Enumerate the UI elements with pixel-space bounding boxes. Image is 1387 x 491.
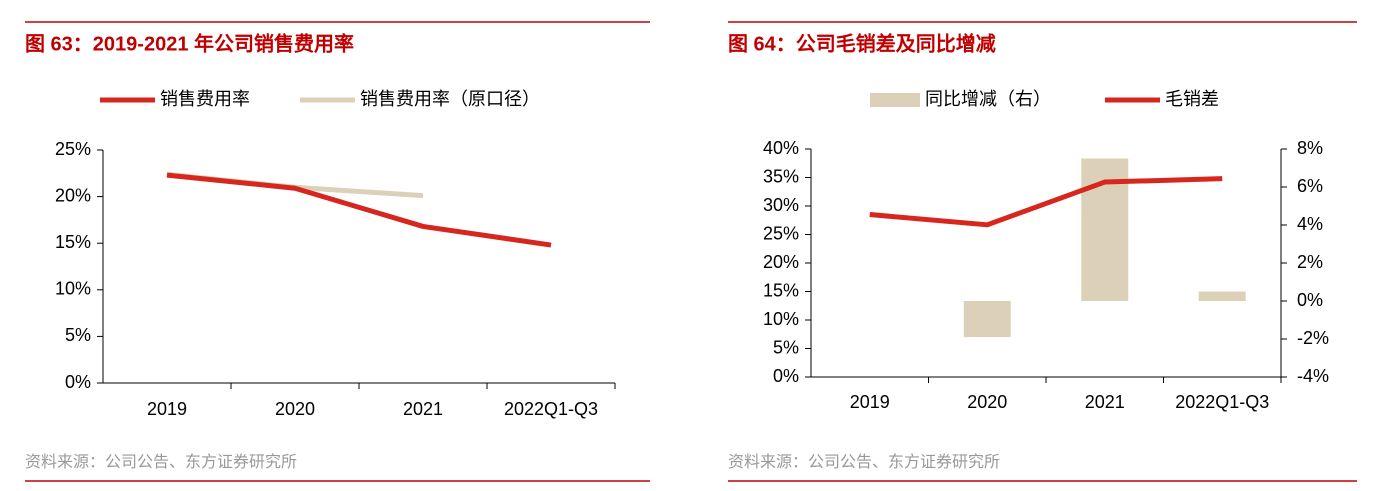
source: 资料来源：公司公告、东方证券研究所 bbox=[25, 453, 297, 471]
y2-tick-label: -2% bbox=[1297, 328, 1329, 348]
chart-title: 图 63：2019-2021 年公司销售费用率 bbox=[25, 31, 354, 55]
legend-swatch bbox=[870, 93, 920, 107]
y-tick-label: 30% bbox=[763, 195, 799, 215]
y-tick-label: 25% bbox=[55, 139, 91, 159]
y-tick-label: 5% bbox=[773, 337, 799, 357]
legend-label: 毛销差 bbox=[1165, 89, 1219, 109]
y-tick-label: 40% bbox=[763, 138, 799, 158]
y2-tick-label: 2% bbox=[1297, 252, 1323, 272]
y-tick-label: 0% bbox=[773, 366, 799, 386]
y-tick-label: 10% bbox=[55, 279, 91, 299]
y2-tick-label: 0% bbox=[1297, 290, 1323, 310]
bar bbox=[963, 301, 1011, 338]
y-tick-label: 10% bbox=[763, 309, 799, 329]
y-tick-label: 15% bbox=[763, 280, 799, 300]
legend-label: 销售费用率（原口径） bbox=[360, 89, 540, 109]
chart-title: 图 64：公司毛销差及同比增减 bbox=[728, 31, 996, 55]
x-tick-label: 2019 bbox=[147, 399, 187, 419]
legend-label: 销售费用率 bbox=[160, 89, 250, 109]
y-tick-label: 15% bbox=[55, 232, 91, 252]
bar bbox=[1198, 291, 1246, 301]
y-tick-label: 20% bbox=[763, 252, 799, 272]
y2-tick-label: 6% bbox=[1297, 176, 1323, 196]
y-tick-label: 0% bbox=[65, 372, 91, 392]
x-tick-label: 2022Q1-Q3 bbox=[1175, 392, 1269, 412]
y2-tick-label: 4% bbox=[1297, 214, 1323, 234]
x-tick-label: 2021 bbox=[403, 399, 443, 419]
y-tick-label: 25% bbox=[763, 223, 799, 243]
line bbox=[166, 172, 552, 248]
y-tick-label: 20% bbox=[55, 185, 91, 205]
y2-tick-label: -4% bbox=[1297, 366, 1329, 386]
y-tick-label: 35% bbox=[763, 166, 799, 186]
x-tick-label: 2019 bbox=[850, 392, 890, 412]
y2-tick-label: 8% bbox=[1297, 138, 1323, 158]
x-tick-label: 2020 bbox=[967, 392, 1007, 412]
source: 资料来源：公司公告、东方证券研究所 bbox=[728, 453, 1000, 471]
x-tick-label: 2020 bbox=[275, 399, 315, 419]
x-tick-label: 2021 bbox=[1085, 392, 1125, 412]
legend-label: 同比增减（右） bbox=[925, 89, 1051, 109]
x-tick-label: 2022Q1-Q3 bbox=[504, 399, 598, 419]
y-tick-label: 5% bbox=[65, 325, 91, 345]
line bbox=[869, 176, 1223, 228]
